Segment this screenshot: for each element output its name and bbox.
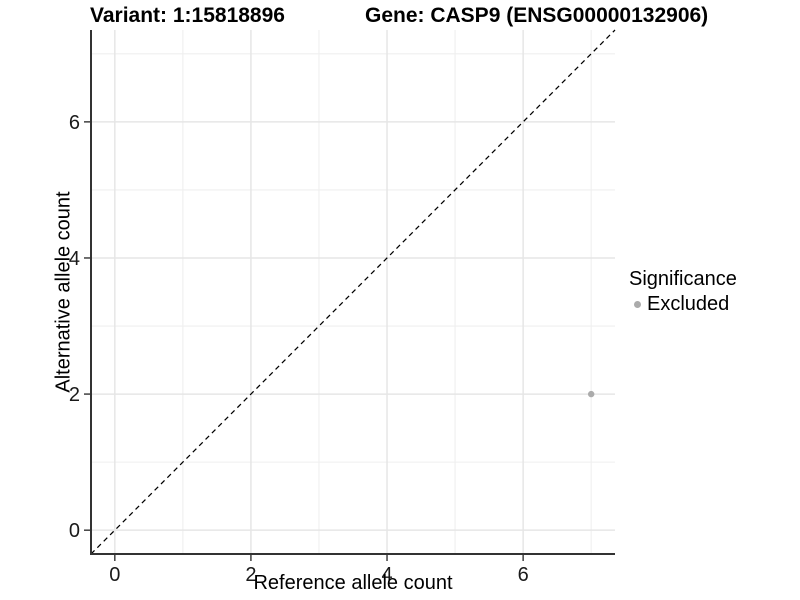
y-tick-label: 0 <box>69 520 80 542</box>
y-tick-label: 2 <box>69 384 80 406</box>
legend-item-excluded: Excluded <box>629 292 737 316</box>
excluded-point-icon <box>634 300 641 308</box>
x-tick-label: 0 <box>109 564 120 586</box>
x-axis-title: Reference allele count <box>253 572 453 594</box>
y-axis-title: Alternative allele count <box>52 191 75 393</box>
x-tick-label: 4 <box>381 564 392 586</box>
y-tick-label: 4 <box>69 248 80 270</box>
gene-title: Gene: CASP9 (ENSG00000132906) <box>365 4 709 27</box>
x-tick-label: 6 <box>518 564 529 586</box>
identity-dashed-line <box>90 29 616 555</box>
legend-item-label: Excluded <box>647 292 730 315</box>
legend-title: Significance <box>629 268 737 290</box>
x-tick-label: 2 <box>245 564 256 586</box>
data-point <box>587 390 595 398</box>
y-tick-label: 6 <box>69 112 80 134</box>
variant-title: Variant: 1:15818896 <box>90 4 285 27</box>
legend: Significance Excluded <box>629 267 737 316</box>
